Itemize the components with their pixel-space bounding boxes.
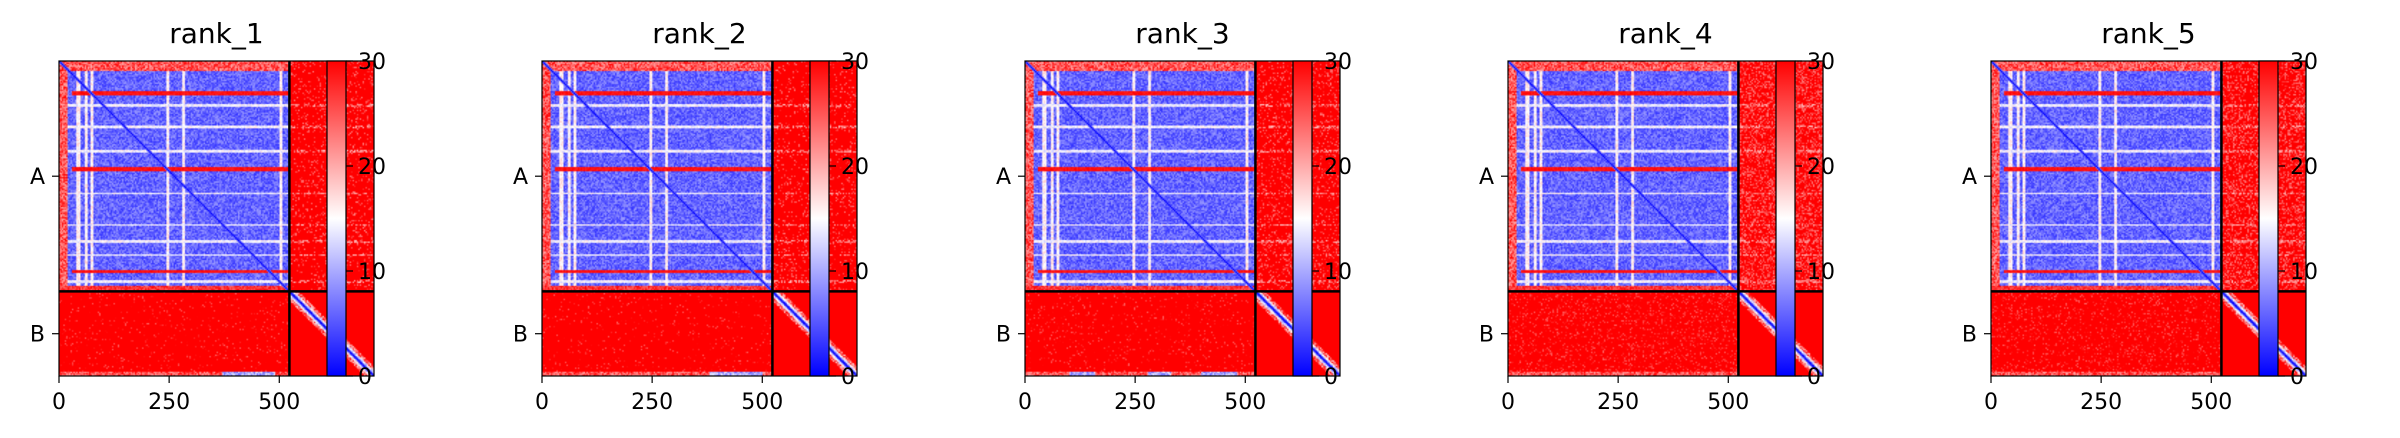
x-tick-label: 500	[741, 390, 783, 415]
panel-title: rank_1	[169, 17, 263, 50]
colorbar-frame	[1292, 60, 1313, 377]
y-tick-label: A	[996, 165, 1011, 190]
colorbar-frame	[2258, 60, 2279, 377]
colorbar-tick-label: 20	[358, 155, 386, 180]
x-tick-label: 250	[1597, 390, 1639, 415]
pae-heatmap	[1025, 61, 1340, 376]
heatmap-frame	[541, 60, 858, 377]
colorbar-frame	[326, 60, 347, 377]
panel-rank_1: rank_1 0 250 500 A B 0 10 20 30	[30, 17, 386, 415]
x-tick-label: 500	[258, 390, 300, 415]
x-tick-label: 0	[1984, 390, 1998, 415]
colorbar-tick-label: 0	[1807, 365, 1821, 390]
pae-heatmap	[1991, 61, 2306, 376]
colorbar-tick-label: 30	[841, 50, 869, 75]
colorbar-tick-label: 0	[1324, 365, 1338, 390]
colorbar-tick-label: 10	[2290, 260, 2318, 285]
panel-rank_3: rank_3 0 250 500 A B 0 10 20 30	[996, 17, 1352, 415]
y-tick-label: B	[513, 323, 528, 348]
panel-rank_5: rank_5 0 250 500 A B 0 10 20 30	[1962, 17, 2318, 415]
colorbar-gradient	[1293, 61, 1312, 376]
y-tick-label: B	[996, 323, 1011, 348]
x-tick-label: 0	[52, 390, 66, 415]
colorbar-tick-label: 10	[1324, 260, 1352, 285]
heatmap-frame	[1990, 60, 2307, 377]
pae-heatmap	[1508, 61, 1823, 376]
colorbar-tick-label: 0	[2290, 365, 2304, 390]
panel-title: rank_5	[2101, 17, 2195, 50]
y-tick-label: A	[1962, 165, 1977, 190]
pae-heatmap	[542, 61, 857, 376]
panel-rank_2: rank_2 0 250 500 A B 0 10 20 30	[513, 17, 869, 415]
y-tick-label: A	[1479, 165, 1494, 190]
colorbar-gradient	[2259, 61, 2278, 376]
colorbar-tick-label: 20	[1324, 155, 1352, 180]
x-tick-label: 0	[1501, 390, 1515, 415]
colorbar-tick-label: 30	[1324, 50, 1352, 75]
colorbar-frame	[1775, 60, 1796, 377]
x-tick-label: 0	[535, 390, 549, 415]
pae-heatmap	[59, 61, 374, 376]
colorbar-tick-label: 20	[841, 155, 869, 180]
x-tick-label: 250	[148, 390, 190, 415]
y-tick-label: B	[1962, 323, 1977, 348]
colorbar-tick-label: 10	[358, 260, 386, 285]
colorbar-gradient	[1776, 61, 1795, 376]
colorbar-tick-label: 30	[358, 50, 386, 75]
colorbar-tick-label: 30	[2290, 50, 2318, 75]
x-tick-label: 500	[2190, 390, 2232, 415]
panel-title: rank_3	[1135, 17, 1229, 50]
x-tick-label: 0	[1018, 390, 1032, 415]
colorbar-frame	[809, 60, 830, 377]
x-tick-label: 500	[1224, 390, 1266, 415]
heatmap-frame	[1507, 60, 1824, 377]
y-tick-label: B	[1479, 323, 1494, 348]
y-tick-label: A	[513, 165, 528, 190]
panel-rank_4: rank_4 0 250 500 A B 0 10 20 30	[1479, 17, 1835, 415]
colorbar-gradient	[810, 61, 829, 376]
colorbar-tick-label: 10	[841, 260, 869, 285]
colorbar-gradient	[327, 61, 346, 376]
x-tick-label: 250	[631, 390, 673, 415]
x-tick-label: 500	[1707, 390, 1749, 415]
y-tick-label: B	[30, 323, 45, 348]
colorbar-tick-label: 20	[2290, 155, 2318, 180]
colorbar-tick-label: 10	[1807, 260, 1835, 285]
x-tick-label: 250	[2080, 390, 2122, 415]
colorbar-tick-label: 0	[358, 365, 372, 390]
y-tick-label: A	[30, 165, 45, 190]
colorbar-tick-label: 0	[841, 365, 855, 390]
panel-title: rank_4	[1618, 17, 1712, 50]
colorbar-tick-label: 20	[1807, 155, 1835, 180]
heatmap-frame	[58, 60, 375, 377]
colorbar-tick-label: 30	[1807, 50, 1835, 75]
x-tick-label: 250	[1114, 390, 1156, 415]
heatmap-frame	[1024, 60, 1341, 377]
panel-title: rank_2	[652, 17, 746, 50]
